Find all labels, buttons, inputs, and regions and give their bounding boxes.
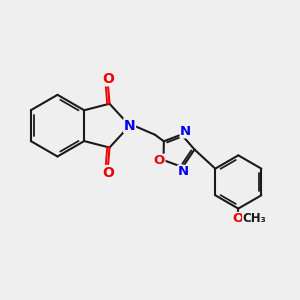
Text: O: O [102, 166, 114, 180]
Text: O: O [233, 212, 244, 226]
Text: N: N [180, 125, 191, 138]
Text: O: O [102, 72, 114, 86]
Text: N: N [178, 166, 189, 178]
Text: O: O [154, 154, 165, 167]
Text: N: N [124, 119, 136, 133]
Text: CH₃: CH₃ [243, 212, 266, 225]
